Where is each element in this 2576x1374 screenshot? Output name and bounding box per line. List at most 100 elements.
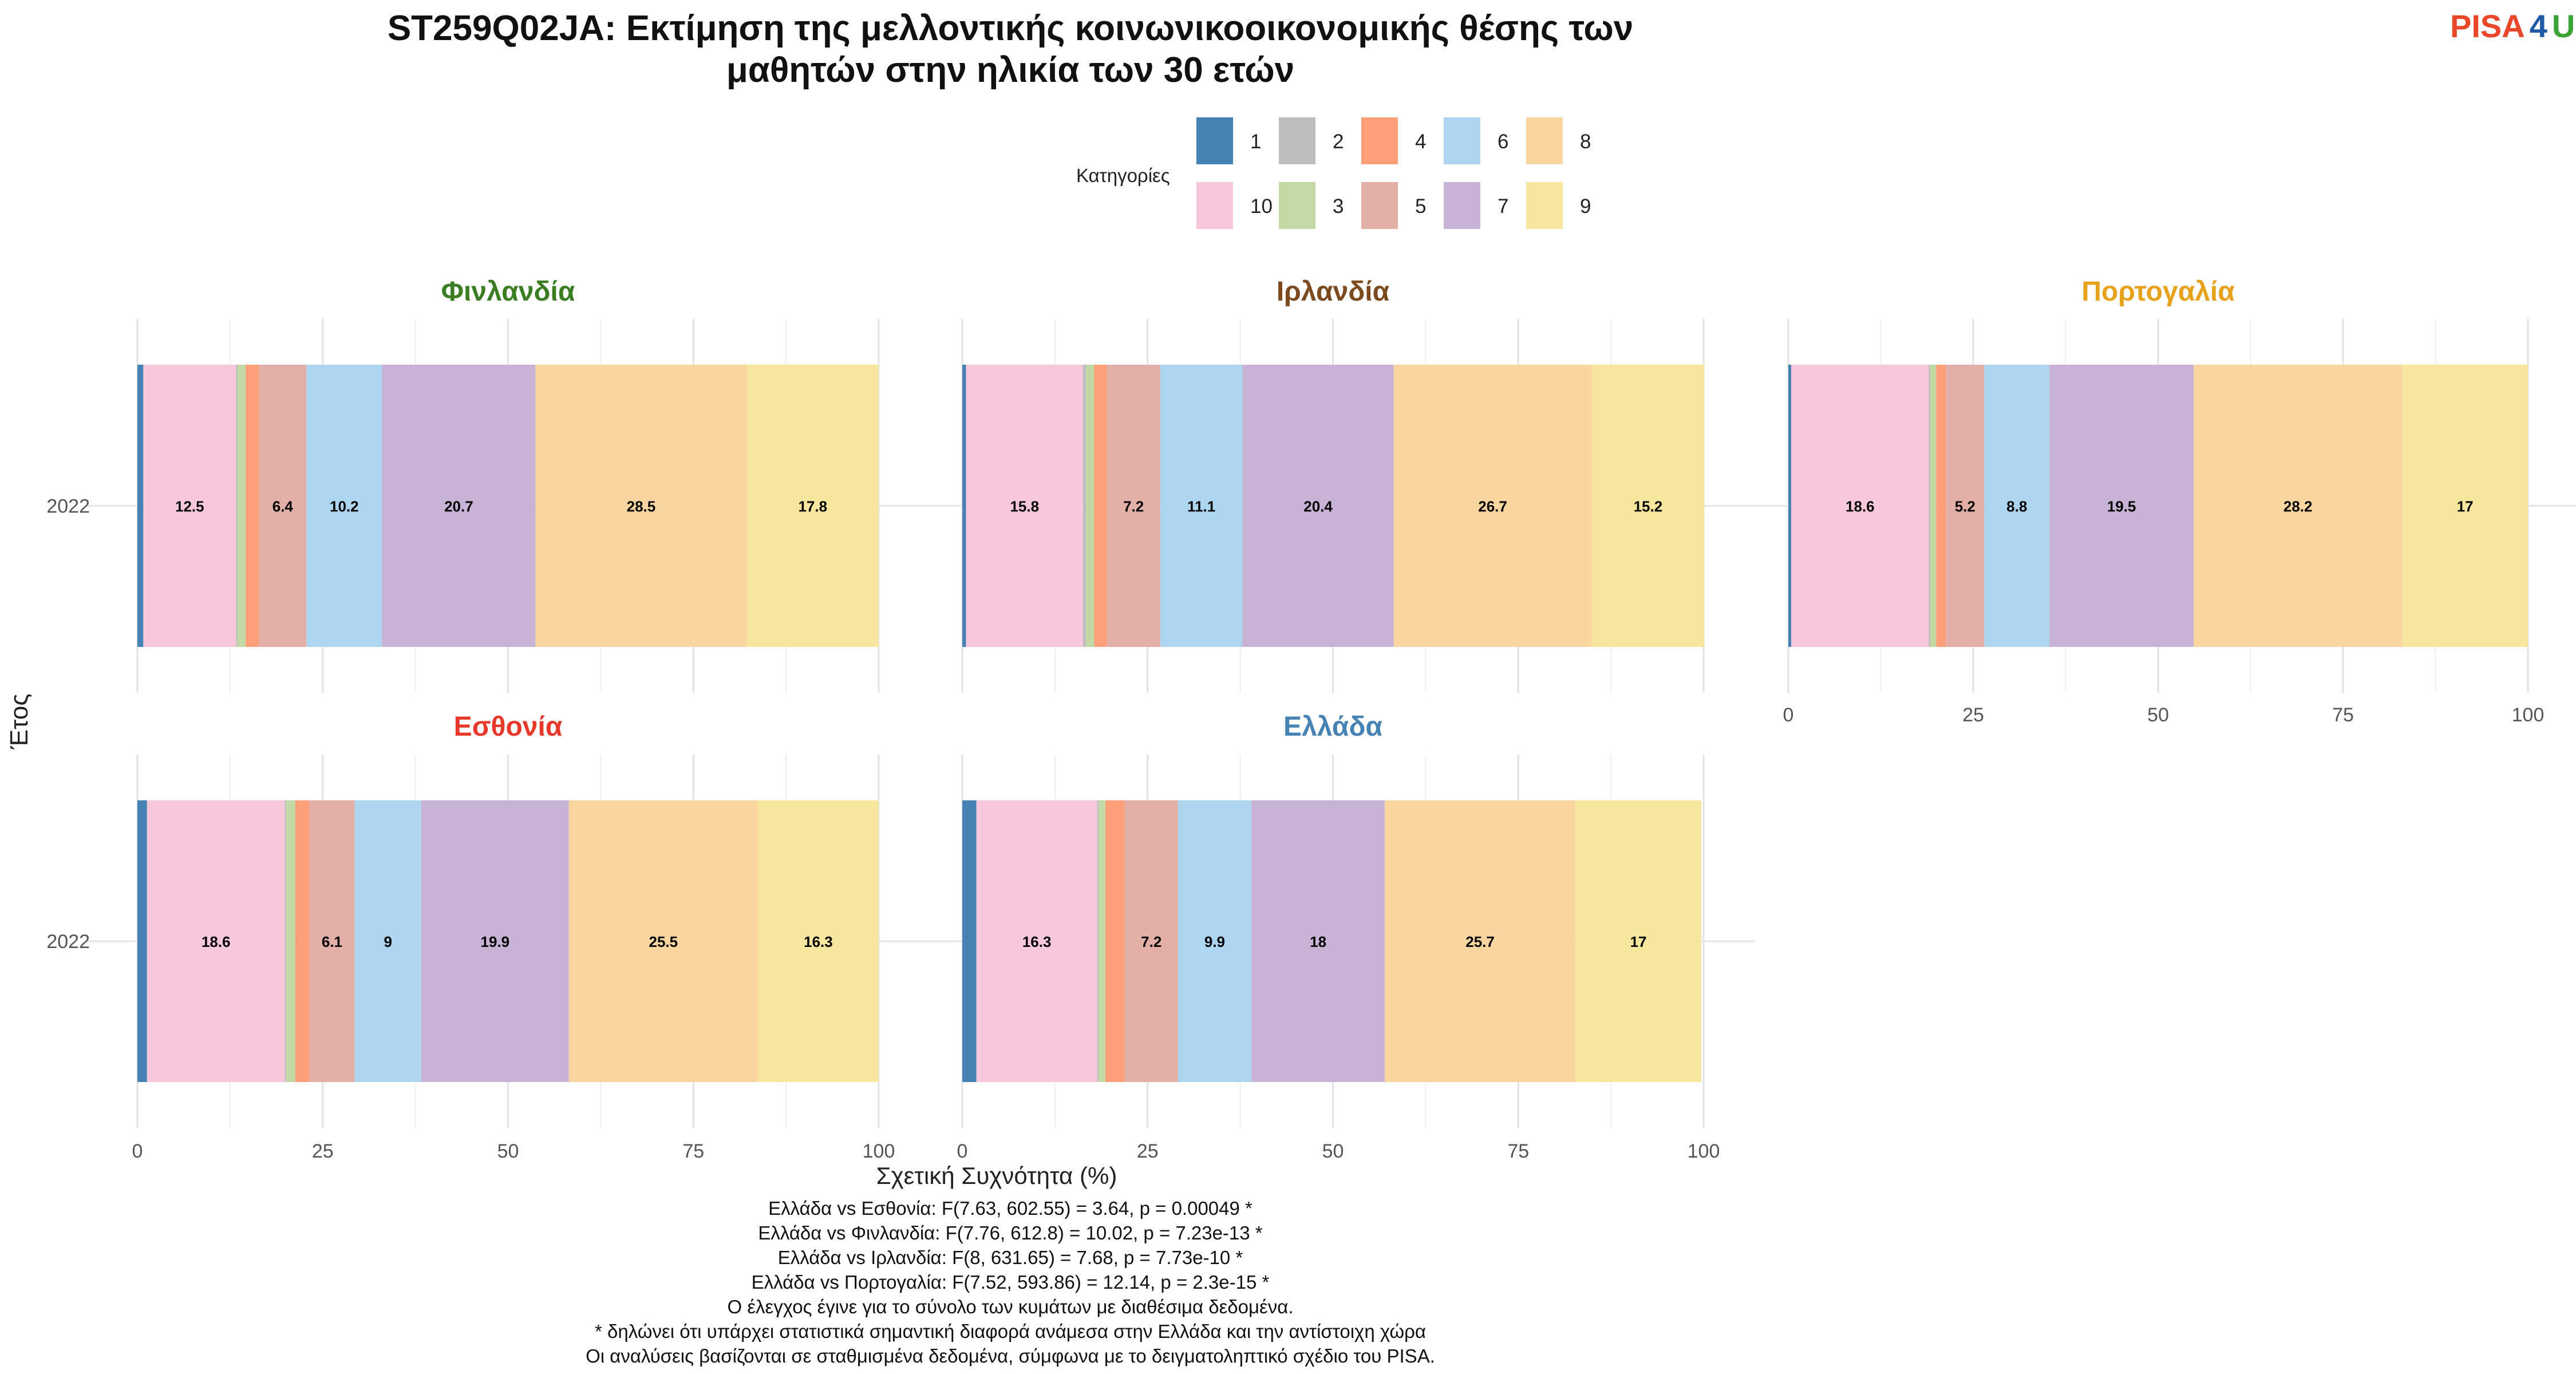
legend-key-7 [1444,182,1480,229]
bar-segment-8 [1385,800,1575,1082]
bar-segment-9 [746,365,879,647]
y-tick-label: 2022 [46,496,90,518]
data-label: 9.9 [1204,933,1225,950]
x-tick-label: 100 [2512,704,2545,726]
facet-title: Φινλανδία [441,277,575,307]
x-tick-label: 50 [497,1140,519,1162]
x-tick-label: 0 [132,1140,143,1162]
footnote-line: Ελλάδα vs Εσθονία: F(7.63, 602.55) = 3.6… [768,1198,1253,1219]
data-label: 10.2 [330,498,359,515]
bar-segment-5 [1107,365,1160,647]
bar-segment-3 [286,800,295,1082]
bar-segment-4 [246,365,259,647]
data-label: 17.8 [798,498,827,515]
footnote-line: Ελλάδα vs Ιρλανδία: F(8, 631.65) = 7.68,… [778,1247,1243,1268]
bar-segment-9 [2402,365,2528,647]
data-label: 6.4 [272,498,294,515]
data-label: 6.1 [322,933,342,950]
x-tick-label: 100 [1688,1140,1720,1162]
legend-key-6 [1444,117,1480,164]
x-tick-label: 0 [1783,704,1794,726]
data-label: 19.9 [481,933,510,950]
data-label: 26.7 [1478,498,1507,515]
bar-segment-3 [1099,800,1105,1082]
bar-segment-3 [1086,365,1095,647]
footnote-line: Ελλάδα vs Φινλανδία: F(7.76, 612.8) = 10… [758,1222,1262,1243]
facet-title: Ελλάδα [1283,712,1382,742]
data-label: 19.5 [2107,498,2136,515]
facet-title: Ιρλανδία [1277,277,1390,307]
x-tick-label: 25 [1962,704,1984,726]
bar-segment-7 [1251,800,1385,1082]
legend-label-4: 4 [1415,131,1426,153]
facet-title: Εσθονία [454,712,563,742]
facet-panel: Φινλανδία 12.5 6.4 10.2 20.7 28.5 17.8 2022 [46,277,930,693]
bar-segment-6 [1984,365,2050,647]
data-label: 28.5 [627,498,656,515]
bar-segment-8 [2194,365,2403,647]
bar-segment-1 [1788,365,1792,647]
bar-segment-10 [147,800,285,1082]
bar-segment-1 [962,365,966,647]
legend-key-3 [1279,182,1315,229]
legend-label-7: 7 [1498,195,1508,218]
legend-key-1 [1196,117,1233,164]
legend: 1 2 4 6 8 10 3 5 7 9 [1196,117,1591,229]
bar-segment-6 [306,365,382,647]
x-tick-label: 25 [1137,1140,1159,1162]
legend-key-9 [1526,182,1563,229]
y-tick-label: 2022 [46,931,90,953]
data-label: 16.3 [804,933,833,950]
bar-segment-4 [1105,800,1125,1082]
facet-panels: Φινλανδία 12.5 6.4 10.2 20.7 28.5 17.8 2022 Ιρλα… [46,277,2576,1162]
legend-label-9: 9 [1580,195,1591,218]
data-label: 11.1 [1187,498,1215,515]
legend-label-8: 8 [1580,131,1591,153]
footnote-line: * δηλώνει ότι υπάρχει στατιστικά σημαντι… [595,1321,1426,1342]
data-label: 18.6 [202,933,231,950]
data-label: 16.3 [1022,933,1052,950]
bar-segment-8 [535,365,747,647]
bar-segment-4 [1936,365,1946,647]
chart-title-line2: μαθητών στην ηλικία των 30 ετών [726,50,1294,90]
facet-panel: Ελλάδα 16.3 7.2 9.9 18 25.7 17 0 25 50 75 100 [911,712,1755,1162]
data-label: 7.2 [1141,933,1161,950]
data-label: 20.7 [444,498,473,515]
bar-segment-3 [237,365,246,647]
footnotes: Ελλάδα vs Εσθονία: F(7.63, 602.55) = 3.6… [586,1198,1435,1367]
x-tick-label: 100 [863,1140,895,1162]
data-label: 5.2 [1955,498,1976,515]
legend-key-8 [1526,117,1563,164]
bar-segment-10 [976,800,1097,1082]
x-tick-label: 75 [682,1140,704,1162]
bar-segment-1 [137,365,144,647]
bar-segment-8 [568,800,758,1082]
data-label: 15.8 [1010,498,1039,515]
data-label: 17 [2457,498,2474,515]
data-label: 7.2 [1123,498,1144,515]
bar-segment-1 [962,800,977,1082]
bar-segment-5 [1124,800,1178,1082]
bar-segment-4 [1094,365,1107,647]
x-tick-label: 50 [1322,1140,1344,1162]
data-label: 18.6 [1846,498,1875,515]
legend-label-3: 3 [1333,195,1344,218]
facet-panel: Εσθονία 18.6 6.1 9 19.9 25.5 16.3 2022 0 25 50 75 10… [46,712,930,1162]
x-axis-label: Σχετική Συχνότητα (%) [876,1162,1117,1189]
bar-segment-7 [382,365,536,647]
data-label: 25.5 [649,933,678,950]
bar-segment-2 [236,365,238,647]
legend-key-10 [1196,182,1233,229]
legend-key-2 [1279,117,1315,164]
facet-panel: Ιρλανδία 15.8 7.2 11.1 20.4 26.7 15.2 [911,277,1755,693]
footnote-line: Ο έλεγχος έγινε για το σύνολο των κυμάτω… [728,1296,1294,1317]
bar-segment-9 [1575,800,1702,1082]
bar-segment-10 [1791,365,1929,647]
legend-label-5: 5 [1415,195,1426,218]
bar-segment-5 [309,800,355,1082]
x-tick-label: 75 [2332,704,2354,726]
data-label: 12.5 [175,498,204,515]
legend-label-10: 10 [1250,195,1273,218]
x-tick-label: 0 [957,1140,968,1162]
